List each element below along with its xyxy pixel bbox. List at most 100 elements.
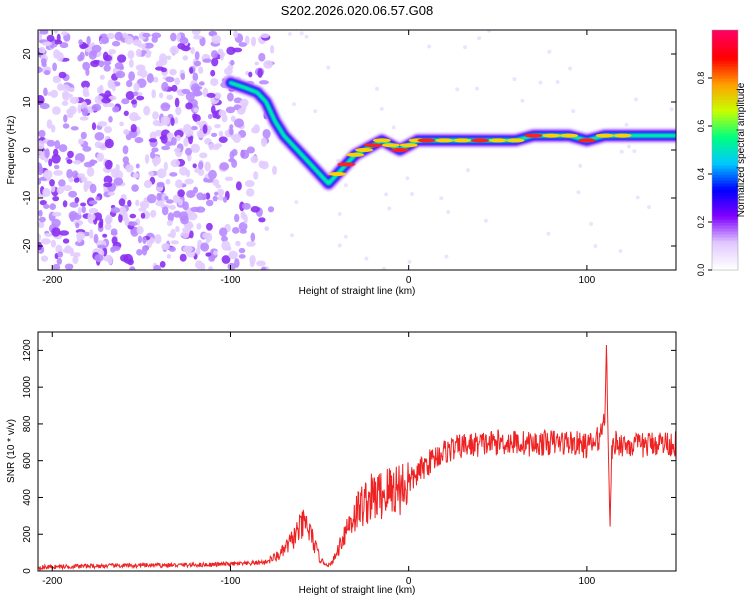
heatmap-noise-cell <box>38 31 43 42</box>
heatmap-noise-cell <box>38 209 43 217</box>
heatmap-noise-cell <box>72 255 79 264</box>
heatmap-noise-cell <box>86 35 91 45</box>
heatmap-ridge-peak <box>506 138 525 143</box>
heatmap-noise-cell <box>122 156 129 164</box>
heatmap-noise-cell <box>246 188 255 197</box>
colorbar-swatch <box>712 168 738 172</box>
heatmap-ridge-peak <box>381 143 400 148</box>
heatmap-noise-cell <box>51 227 61 237</box>
colorbar-swatch <box>712 153 738 157</box>
heatmap-noise-cell <box>161 145 171 151</box>
heatmap-noise-cell <box>78 39 83 45</box>
heatmap-noise-cell <box>227 92 234 102</box>
heatmap-noise-cell <box>326 65 331 70</box>
snr-frame <box>37 331 677 572</box>
colorbar-swatch <box>712 78 738 82</box>
heatmap-noise-cell <box>238 107 244 115</box>
heatmap-noise-cell <box>230 115 236 123</box>
heatmap-noise-cell <box>618 249 623 254</box>
colorbar-swatch <box>712 180 738 184</box>
heatmap-noise-cell <box>257 68 263 78</box>
heatmap-noise-cell <box>487 30 492 33</box>
heatmap-noise-cell <box>94 95 104 105</box>
heatmap-noise-cell <box>196 223 202 230</box>
y-tick-label: 200 <box>22 525 33 542</box>
heatmap-noise-cell <box>217 195 225 201</box>
heatmap-noise-cell <box>75 222 80 229</box>
heatmap-noise-cell <box>175 225 180 233</box>
heatmap-noise-cell <box>153 264 162 270</box>
heatmap-noise-cell <box>101 97 112 104</box>
heatmap-noise-cell <box>57 251 64 258</box>
heatmap-noise-cell <box>134 137 144 144</box>
colorbar-swatch <box>712 144 738 148</box>
heatmap-noise-cell <box>129 213 137 219</box>
heatmap-noise-cell <box>102 60 112 66</box>
colorbar-swatch <box>712 171 738 175</box>
colorbar-swatch <box>712 93 738 97</box>
heatmap-noise-cell <box>144 154 150 164</box>
heatmap-noise-cell <box>79 116 89 121</box>
heatmap-y-ticks: -20 -10 0 10 20 <box>22 48 676 253</box>
heatmap-noise-cell <box>68 105 77 115</box>
heatmap-noise-cell <box>77 173 85 179</box>
colorbar-tick-label: 0.4 <box>696 168 706 181</box>
snr-x-axis-label: Height of straight line (km) <box>299 585 416 596</box>
colorbar-swatch <box>712 33 738 37</box>
heatmap-noise-cell <box>80 131 87 140</box>
heatmap-noise-cell <box>179 166 189 176</box>
heatmap-noise-cell <box>154 129 164 137</box>
heatmap-noise-cell <box>337 212 342 216</box>
heatmap-noise-cell <box>212 195 218 202</box>
heatmap-noise-cell <box>212 179 220 187</box>
colorbar-tick-label: 0.6 <box>696 120 706 133</box>
heatmap-noise-cell <box>83 91 90 98</box>
heatmap-noise-cell <box>76 234 82 243</box>
heatmap-noise-cell <box>156 192 161 201</box>
heatmap-noise-cell <box>124 217 130 227</box>
heatmap-noise-cell <box>221 255 231 264</box>
heatmap-noise-cell <box>258 52 266 62</box>
heatmap-noise-cell <box>170 240 179 245</box>
heatmap-noise-cell <box>253 124 260 134</box>
heatmap-noise-cell <box>208 255 216 262</box>
colorbar-swatch <box>712 72 738 76</box>
colorbar-swatch <box>712 48 738 52</box>
heatmap-noise-cell <box>213 92 222 99</box>
heatmap-ridge-peak <box>328 172 347 176</box>
heatmap-noise-cell <box>50 89 59 98</box>
colorbar-swatch <box>712 192 738 196</box>
heatmap-noise-cell <box>391 125 396 130</box>
heatmap-noise-cell <box>69 201 79 208</box>
heatmap-noise-cell <box>89 159 96 167</box>
heatmap-noise-cell <box>118 198 126 207</box>
heatmap-noise-cell <box>235 240 241 247</box>
heatmap-noise <box>38 30 674 270</box>
heatmap-noise-cell <box>117 54 127 63</box>
heatmap-noise-cell <box>202 58 212 63</box>
heatmap-noise-cell <box>118 213 123 223</box>
heatmap-noise-cell <box>235 181 242 191</box>
heatmap-noise-cell <box>290 233 294 238</box>
heatmap-noise-cell <box>405 176 410 181</box>
heatmap-noise-cell <box>181 88 191 94</box>
heatmap-noise-cell <box>439 196 444 201</box>
heatmap-noise-cell <box>224 67 233 75</box>
heatmap-ridge-peak <box>399 143 418 148</box>
colorbar-swatch <box>712 75 738 79</box>
heatmap-noise-cell <box>56 186 64 195</box>
heatmap-noise-cell <box>56 52 64 62</box>
heatmap-noise-cell <box>97 244 106 249</box>
heatmap-noise-cell <box>111 236 118 245</box>
heatmap-noise-cell <box>234 213 240 223</box>
heatmap-noise-cell <box>229 127 234 136</box>
heatmap-noise-cell <box>410 192 414 196</box>
heatmap-ridge-peak <box>577 138 596 143</box>
x-tick-label: -200 <box>42 275 62 286</box>
heatmap-noise-cell <box>161 206 169 216</box>
heatmap-noise-cell <box>143 105 151 116</box>
heatmap-noise-cell <box>68 190 77 198</box>
heatmap-noise-cell <box>114 31 124 41</box>
heatmap-noise-cell <box>53 39 63 45</box>
